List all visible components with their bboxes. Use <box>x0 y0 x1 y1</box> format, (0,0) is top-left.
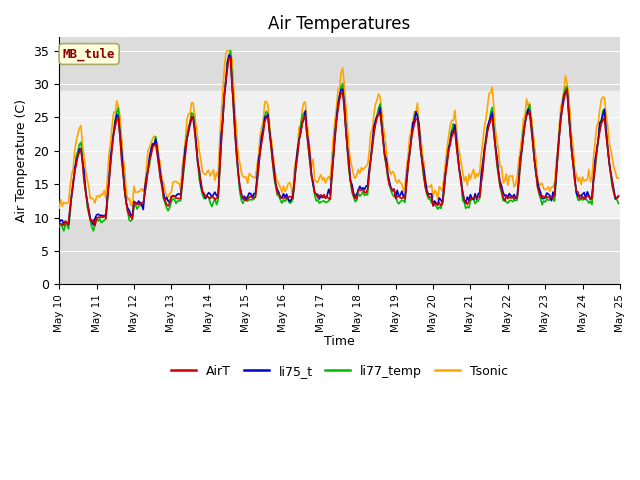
li77_temp <box>614 201 622 206</box>
li77_temp <box>586 198 594 204</box>
li75_t <box>225 52 233 58</box>
li77_temp <box>227 48 234 54</box>
li75_t <box>223 60 231 65</box>
li77_temp <box>90 228 97 234</box>
li75_t <box>244 193 252 199</box>
li77_temp <box>244 198 252 204</box>
Tsonic <box>585 167 593 172</box>
Title: Air Temperatures: Air Temperatures <box>268 15 411 33</box>
Tsonic <box>252 175 259 181</box>
Line: Tsonic: Tsonic <box>59 51 618 208</box>
AirT <box>614 193 622 199</box>
li77_temp <box>303 130 310 135</box>
Tsonic <box>55 205 63 211</box>
AirT <box>253 180 261 186</box>
Line: AirT: AirT <box>59 58 618 226</box>
Tsonic <box>301 99 309 105</box>
Line: li77_temp: li77_temp <box>59 51 618 231</box>
li77_temp <box>223 59 231 64</box>
li77_temp <box>253 181 261 187</box>
AirT <box>586 196 594 202</box>
Legend: AirT, li75_t, li77_temp, Tsonic: AirT, li75_t, li77_temp, Tsonic <box>166 360 513 383</box>
li75_t <box>614 193 622 199</box>
Tsonic <box>243 174 250 180</box>
Tsonic <box>614 175 622 181</box>
li75_t <box>586 197 594 203</box>
li77_temp <box>125 217 133 223</box>
li75_t <box>55 219 63 225</box>
AirT <box>223 66 231 72</box>
Bar <box>59 91 620 217</box>
X-axis label: Time: Time <box>324 335 355 348</box>
li75_t <box>60 222 68 228</box>
li77_temp <box>55 224 63 230</box>
AirT <box>91 223 99 228</box>
AirT <box>125 212 133 218</box>
li75_t <box>253 175 261 180</box>
Text: MB_tule: MB_tule <box>63 48 115 60</box>
Line: li75_t: li75_t <box>59 55 618 225</box>
Y-axis label: Air Temperature (C): Air Temperature (C) <box>15 99 28 222</box>
li75_t <box>303 130 310 136</box>
AirT <box>55 222 63 228</box>
AirT <box>244 196 252 202</box>
Tsonic <box>124 197 132 203</box>
AirT <box>303 131 310 136</box>
AirT <box>225 55 233 61</box>
Tsonic <box>223 48 231 54</box>
Tsonic <box>222 51 230 57</box>
li75_t <box>125 207 133 213</box>
